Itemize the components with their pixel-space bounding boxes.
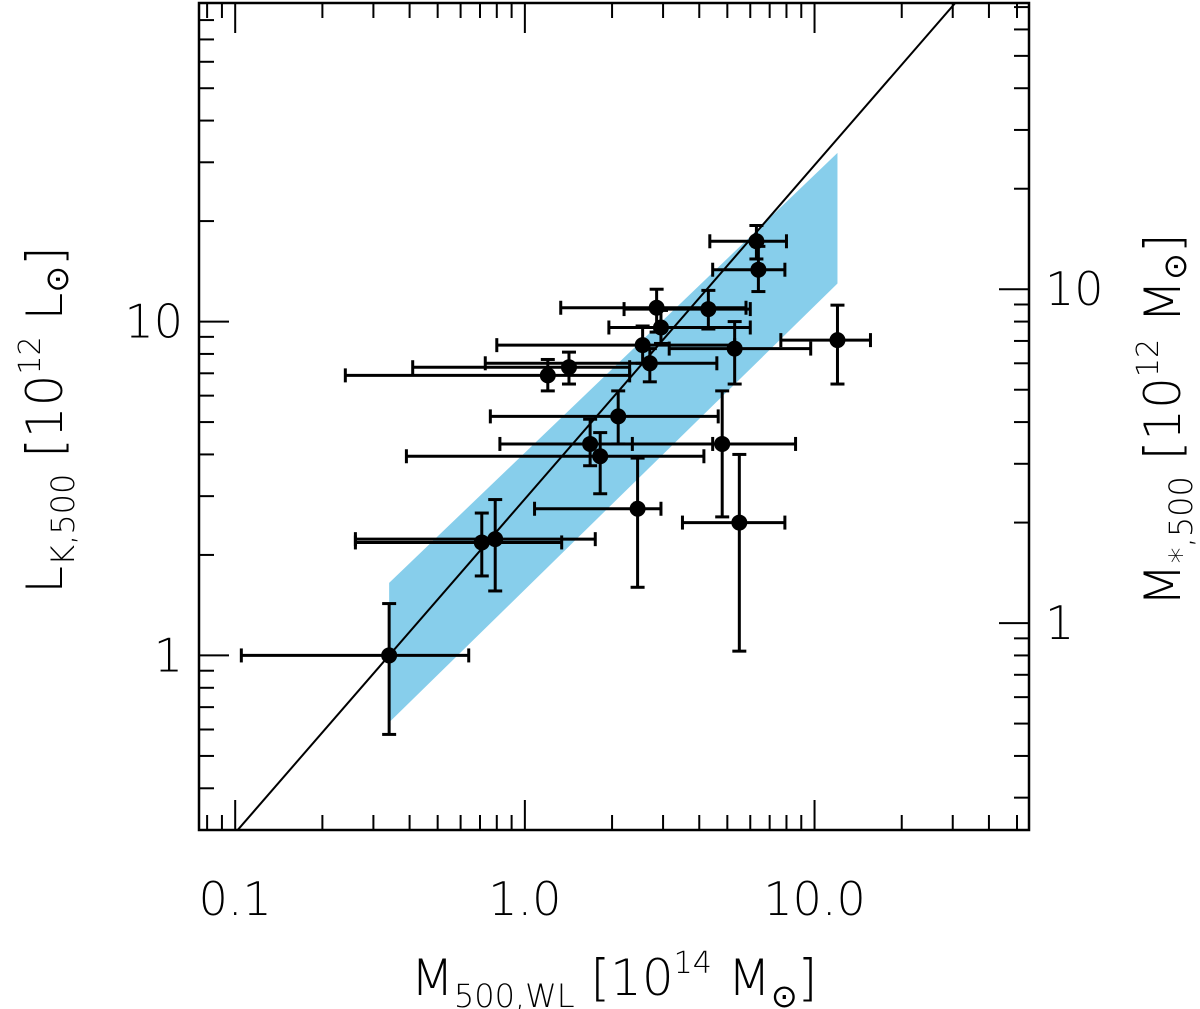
data-point-2: [473, 534, 490, 551]
data-point-10: [634, 337, 651, 354]
data-point-17: [731, 514, 748, 531]
data-point-3: [487, 531, 504, 548]
data-point-11: [641, 355, 658, 372]
x-tick-label: 0.1: [199, 872, 272, 926]
y2-axis-label: M*,500 [1012 M⊙]: [1131, 234, 1200, 607]
error-bar-17: [680, 452, 787, 653]
x-axis-label: M500,WL [1014 M⊙]: [411, 946, 817, 1009]
data-points: [381, 233, 846, 664]
data-point-20: [829, 332, 846, 349]
data-point-5: [560, 359, 577, 376]
y2-tick-label: 1: [1045, 596, 1074, 650]
error-bar-7: [404, 431, 706, 496]
data-point-4: [539, 367, 556, 384]
fit-line-path: [236, 3, 957, 830]
y-tick-label: 10: [124, 295, 183, 349]
band-polygon: [389, 152, 838, 723]
error-bar-1: [239, 602, 471, 736]
data-point-16: [726, 340, 743, 357]
x-tick-label: 1.0: [488, 872, 561, 926]
data-point-14: [700, 301, 717, 318]
plot-frame: [197, 1, 1031, 832]
data-point-6: [582, 435, 599, 452]
error-bar-5: [411, 350, 632, 386]
y-tick-label: 1: [154, 628, 183, 682]
data-point-8: [610, 408, 627, 425]
data-point-13: [652, 319, 669, 336]
data-point-1: [381, 647, 398, 664]
data-point-7: [592, 448, 609, 465]
error-bar-15: [630, 389, 798, 519]
data-point-15: [714, 435, 731, 452]
tick-labels: 0.1 1.0 10.0 1 10 1 10: [124, 262, 1103, 926]
axis-ticks: [199, 2, 1029, 831]
data-point-9: [629, 500, 646, 517]
confidence-band: [389, 152, 838, 723]
error-bar-2: [353, 511, 564, 578]
data-point-12: [648, 299, 665, 316]
x-tick-label: 10.0: [763, 872, 865, 926]
data-point-18: [748, 233, 765, 250]
data-point-19: [750, 261, 767, 278]
y2-tick-label: 10: [1045, 262, 1104, 316]
y-axis-label: LK,500 [1012 L⊙]: [13, 246, 82, 593]
fit-line: [236, 3, 957, 830]
